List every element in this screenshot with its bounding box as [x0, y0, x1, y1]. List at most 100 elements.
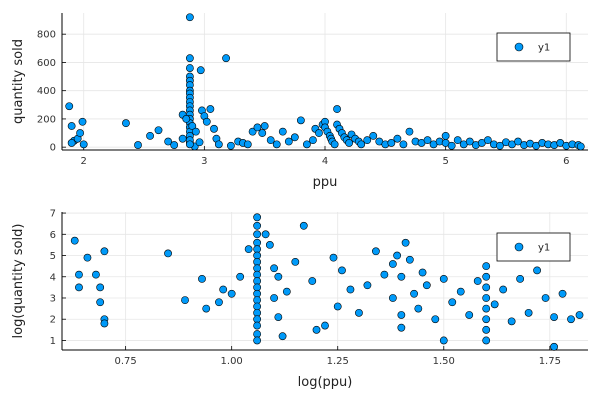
data-point [482, 325, 491, 334]
x-tick-label: 1.50 [433, 356, 455, 367]
legend-box [496, 32, 571, 62]
data-point [96, 298, 105, 307]
data-point [345, 139, 354, 147]
y-tick-label: 800 [37, 30, 56, 41]
data-point [214, 140, 223, 149]
data-point [575, 311, 584, 319]
data-point [181, 296, 189, 305]
data-point [496, 141, 504, 150]
data-point [329, 253, 338, 262]
data-point [405, 255, 414, 264]
data-point [260, 122, 269, 130]
y-tick-label: 6 [50, 230, 56, 241]
data-point [92, 270, 100, 279]
y-tick-label: 3 [50, 293, 56, 304]
data-point [567, 315, 575, 324]
data-point [236, 272, 245, 281]
data-point [550, 313, 558, 321]
data-point [338, 266, 346, 275]
data-point [558, 289, 567, 298]
y-axis-label: quantity sold [11, 39, 26, 124]
data-point [253, 213, 262, 222]
data-point [363, 136, 372, 145]
legend-marker [514, 42, 524, 52]
data-point [423, 136, 432, 145]
y-tick-label: 2 [50, 315, 56, 326]
data-point [346, 285, 355, 294]
data-point [185, 140, 194, 149]
data-point [387, 139, 396, 147]
data-point [76, 129, 84, 137]
data-point [482, 336, 491, 345]
y-tick-label: 1 [50, 336, 56, 347]
y-tick-label: 600 [37, 58, 56, 69]
data-point [222, 54, 230, 63]
data-point [253, 123, 262, 132]
legend: y1 [496, 232, 571, 262]
data-point [122, 119, 130, 128]
data-point [253, 321, 262, 330]
data-point [96, 283, 105, 292]
data-point [253, 221, 262, 230]
data-point [100, 319, 109, 328]
data-point [333, 302, 342, 311]
legend: y1 [496, 32, 571, 62]
data-point [315, 129, 323, 137]
y-tick-label: 4 [50, 272, 56, 283]
data-point [258, 129, 267, 137]
x-tick-label: 5 [442, 156, 448, 167]
data-point [202, 304, 211, 313]
x-axis-label: log(ppu) [298, 375, 353, 390]
data-point [261, 230, 270, 239]
data-point [219, 285, 228, 294]
data-point [533, 266, 541, 275]
data-point [516, 274, 525, 283]
data-point [170, 141, 179, 149]
data-point [202, 117, 211, 126]
data-point [453, 136, 462, 145]
x-tick-label: 1.25 [327, 356, 349, 367]
x-tick-label: 6 [563, 156, 569, 167]
data-point [490, 300, 499, 309]
data-point [206, 105, 215, 113]
data-point [226, 141, 235, 150]
data-point [524, 308, 533, 317]
data-point [541, 294, 550, 302]
data-point [192, 127, 200, 136]
data-point [482, 315, 491, 324]
data-point [312, 325, 321, 334]
chart-panel-2: 0.75 1.00 1.25 1.50 1.75 1 2 3 4 5 6 7 log(ppu) log(q… [11, 209, 588, 390]
data-point [333, 105, 341, 113]
data-point [303, 140, 311, 149]
x-tick-label: 4 [322, 156, 328, 167]
data-point [393, 251, 402, 260]
data-point [67, 122, 76, 130]
data-point [188, 122, 197, 130]
data-point [253, 336, 262, 345]
y-tick-label: 400 [37, 86, 56, 97]
data-point [75, 283, 83, 292]
data-point [67, 139, 76, 147]
data-point [439, 336, 448, 345]
data-point [178, 134, 187, 143]
data-point [507, 317, 516, 326]
data-point [422, 281, 431, 290]
data-point [330, 140, 339, 149]
data-point [79, 140, 88, 149]
data-point [296, 116, 305, 125]
data-point [550, 342, 558, 351]
data-point [414, 304, 423, 313]
data-point [482, 272, 491, 281]
y-tick-label: 5 [50, 251, 56, 262]
data-point [388, 294, 397, 302]
data-point [253, 230, 262, 239]
legend-marker [514, 242, 524, 252]
data-point [75, 270, 83, 279]
data-point [473, 277, 482, 285]
data-point [482, 294, 491, 302]
data-point [372, 247, 380, 256]
data-point [482, 262, 491, 271]
data-point [266, 136, 275, 145]
data-point [270, 294, 278, 302]
